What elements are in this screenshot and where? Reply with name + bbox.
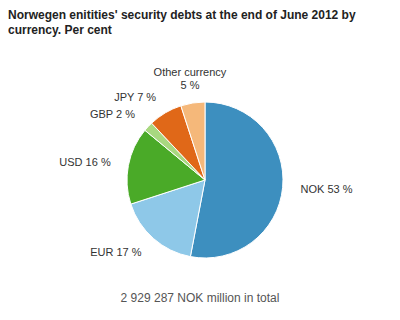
html-text:2 929 287 NOK million in total: 2 929 287 NOK million in total (120, 291, 280, 305)
svg-text:NOK 53 %: NOK 53 % (301, 183, 353, 195)
svg-text:GBP 2 %: GBP 2 % (90, 108, 135, 120)
svg-text:USD 16 %: USD 16 % (59, 156, 111, 168)
svg-text:EUR 17 %: EUR 17 % (90, 246, 142, 258)
svg-text:JPY 7 %: JPY 7 % (114, 91, 156, 103)
svg-text:Other currency5 %: Other currency5 % (154, 66, 227, 91)
html-text:Norwegen enitities' security d: Norwegen enitities' security debts at th… (8, 8, 356, 37)
